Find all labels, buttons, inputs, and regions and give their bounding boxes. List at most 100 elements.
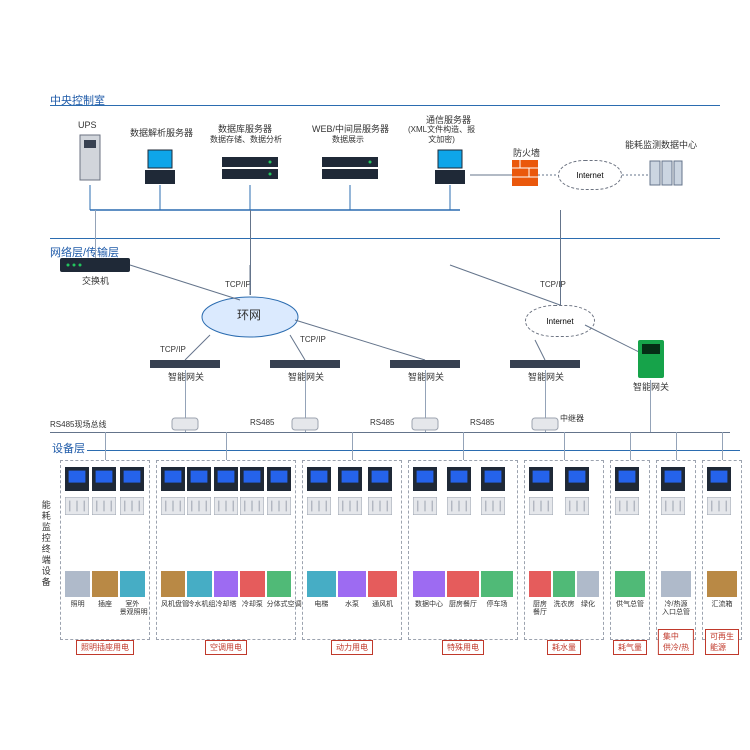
item-label: 厨房 餐厅: [529, 601, 551, 618]
meter-icon: [65, 467, 89, 491]
meter-icon: [707, 467, 731, 491]
equipment-hvac-4: [267, 571, 291, 597]
module-icon: [214, 497, 238, 515]
data-center-icon: [648, 155, 684, 191]
item-label: 冷水机组: [187, 601, 211, 609]
proto-3: TCP/IP: [160, 345, 186, 354]
module-icon: [240, 497, 264, 515]
module-icon: [368, 497, 392, 515]
center-label: 能耗监测数据中心: [625, 140, 697, 151]
meter-icon: [338, 467, 362, 491]
ups-label: UPS: [78, 120, 97, 131]
meter-icon: [565, 467, 589, 491]
module-icon: [529, 497, 553, 515]
meter-icon: [368, 467, 392, 491]
gateway-3-icon: [390, 360, 460, 370]
item-label: 停车场: [481, 601, 513, 609]
module-icon: [65, 497, 89, 515]
group-label-renewable: 可再生 能源: [705, 629, 739, 655]
item-label: 水泵: [338, 601, 367, 609]
meter-icon: [529, 467, 553, 491]
item-label: 风机盘管: [161, 601, 185, 609]
item-label: 电梯: [307, 601, 336, 609]
equipment-lighting-0: [65, 571, 90, 597]
internet-cloud-2: Internet: [525, 305, 595, 337]
module-icon: [615, 497, 639, 515]
meter-icon: [615, 467, 639, 491]
module-icon: [187, 497, 211, 515]
module-icon: [92, 497, 116, 515]
module-icon: [338, 497, 362, 515]
meter-icon: [161, 467, 185, 491]
group-label-gas: 耗气量: [613, 640, 647, 655]
switch-icon: [60, 258, 130, 274]
db-server-label: 数据库服务器: [218, 124, 272, 135]
item-label: 洗衣房: [553, 601, 575, 609]
equipment-power-1: [338, 571, 367, 597]
equipment-renewable-0: [707, 571, 737, 597]
rs485-bus-label: RS485现场总线: [50, 420, 106, 430]
group-water: 耗水量厨房 餐厅洗衣房绿化: [524, 460, 604, 640]
gateway-5-icon: [638, 340, 664, 380]
equipment-power-0: [307, 571, 336, 597]
gateway-2-icon: [270, 360, 340, 370]
web-server-sub: 数据展示: [332, 135, 364, 145]
equipment-water-0: [529, 571, 551, 597]
group-cooling: 集中 供冷/热冷/热源 入口总管: [656, 460, 696, 640]
item-label: 冷/热源 入口总管: [661, 601, 691, 618]
equipment-special-1: [447, 571, 479, 597]
equipment-lighting-2: [120, 571, 145, 597]
item-label: 通风机: [368, 601, 397, 609]
proto-1: TCP/IP: [225, 280, 251, 289]
module-icon: [413, 497, 437, 515]
line-device-top: [50, 450, 740, 451]
item-label: 照明: [65, 601, 90, 609]
line-control-top: [50, 105, 720, 106]
group-special: 特殊用电数据中心厨房餐厅停车场: [408, 460, 518, 640]
meter-icon: [92, 467, 116, 491]
db-server-icon: [220, 155, 280, 185]
item-label: 数据中心: [413, 601, 445, 609]
equipment-water-2: [577, 571, 599, 597]
layer-title-device: 设备层: [50, 440, 87, 456]
gateway-4-icon: [510, 360, 580, 370]
equipment-water-1: [553, 571, 575, 597]
proto-4: TCP/IP: [300, 335, 326, 344]
module-icon: [447, 497, 471, 515]
equipment-gas-0: [615, 571, 645, 597]
web-server-label: WEB/中间层服务器: [312, 124, 389, 135]
item-label: 冷却塔: [214, 601, 238, 609]
group-label-power: 动力用电: [331, 640, 373, 655]
ring-label: 环网: [237, 308, 261, 322]
item-label: 室外 景观照明: [120, 601, 145, 618]
switch-label: 交换机: [82, 276, 109, 287]
equipment-special-2: [481, 571, 513, 597]
module-icon: [565, 497, 589, 515]
parse-server-icon: [140, 145, 180, 190]
group-label-hvac: 空调用电: [205, 640, 247, 655]
group-label-lighting: 照明插座用电: [76, 640, 134, 655]
equipment-hvac-1: [187, 571, 211, 597]
item-label: 厨房餐厅: [447, 601, 479, 609]
meter-icon: [120, 467, 144, 491]
item-label: 分体式空调: [267, 601, 291, 609]
equipment-hvac-2: [214, 571, 238, 597]
meter-icon: [307, 467, 331, 491]
equipment-special-0: [413, 571, 445, 597]
module-icon: [661, 497, 685, 515]
layer-title-network: 网络层/传输层: [50, 244, 119, 260]
group-label-special: 特殊用电: [442, 640, 484, 655]
meter-icon: [240, 467, 264, 491]
group-label-cooling: 集中 供冷/热: [658, 629, 694, 655]
module-icon: [161, 497, 185, 515]
group-renewable: 可再生 能源汇流箱: [702, 460, 742, 640]
group-power: 动力用电电梯水泵通风机: [302, 460, 402, 640]
module-icon: [481, 497, 505, 515]
item-label: 汇流箱: [707, 601, 737, 609]
item-label: 绿化: [577, 601, 599, 609]
topology-diagram: 中央控制室 UPS 数据解析服务器 数据库服务器 数据存储、数据分析 WEB/中…: [0, 0, 750, 750]
comm-server-icon: [430, 145, 470, 190]
line-control-bot: [50, 238, 720, 239]
module-icon: [307, 497, 331, 515]
group-label-water: 耗水量: [547, 640, 581, 655]
